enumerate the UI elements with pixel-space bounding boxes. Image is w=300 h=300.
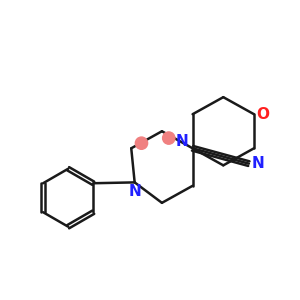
Circle shape xyxy=(135,137,148,149)
Text: N: N xyxy=(128,184,141,200)
Circle shape xyxy=(163,132,175,144)
Text: N: N xyxy=(176,134,189,149)
Text: N: N xyxy=(252,156,265,171)
Text: O: O xyxy=(256,107,269,122)
